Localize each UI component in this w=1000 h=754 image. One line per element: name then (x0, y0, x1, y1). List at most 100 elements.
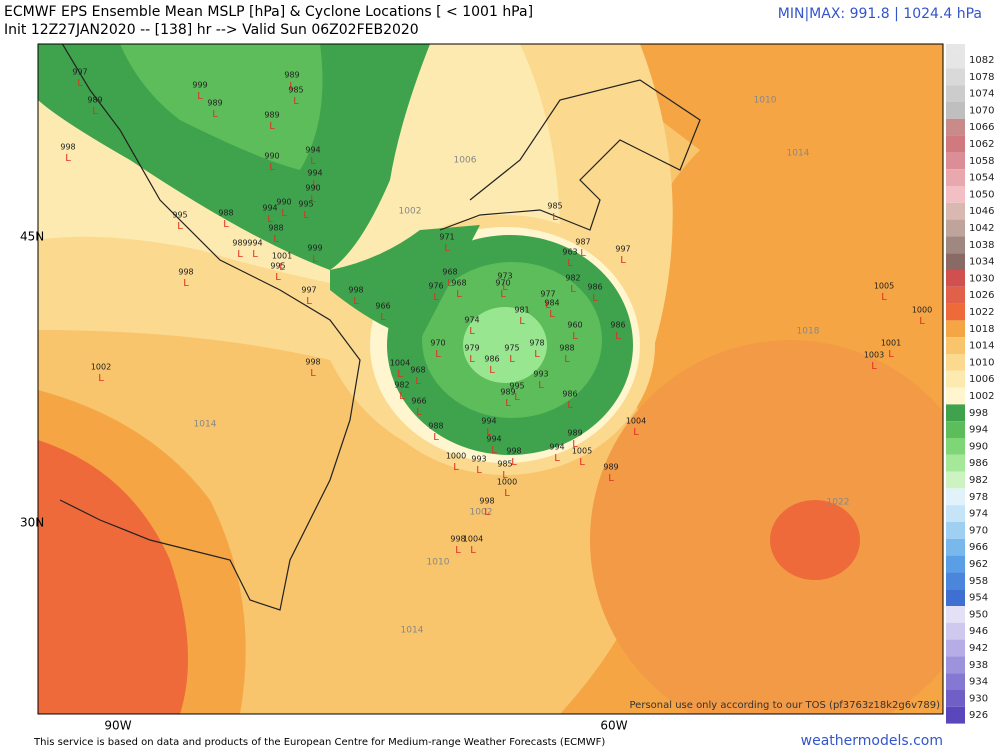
colorbar-label: 1078 (969, 72, 994, 83)
cyclone-pressure: 968 (442, 268, 457, 277)
colorbar-swatch (946, 102, 965, 119)
lat-label: 30N (20, 516, 44, 530)
cyclone-pressure: 998 (60, 143, 75, 152)
cyclone-pressure: 971 (439, 233, 454, 242)
contour-label: 1022 (827, 498, 850, 508)
cyclone-marker: L (469, 326, 475, 337)
lat-label: 45N (20, 230, 44, 244)
colorbar-label: 1042 (969, 223, 994, 234)
cyclone-marker: L (77, 78, 83, 89)
cyclone-marker: L (92, 106, 98, 117)
cyclone-pressure: 986 (484, 355, 499, 364)
colorbar-label: 970 (969, 525, 988, 536)
contour-label: 1014 (194, 420, 217, 430)
cyclone-marker: L (281, 208, 287, 219)
colorbar-label: 990 (969, 441, 988, 452)
watermark: Personal use only according to our TOS (… (630, 700, 941, 711)
contour-label: 1010 (427, 558, 450, 568)
contour-label: 1002 (470, 508, 493, 518)
colorbar-swatch (946, 421, 965, 438)
cyclone-marker: L (491, 445, 497, 456)
colorbar-label: 1066 (969, 122, 994, 133)
subtitle: Init 12Z27JAN2020 -- [138] hr --> Valid … (4, 22, 419, 38)
cyclone-marker: L (564, 354, 570, 365)
colorbar-label: 1014 (969, 341, 994, 352)
cyclone-pressure: 1004 (463, 535, 483, 544)
cyclone-marker: L (888, 349, 894, 360)
cyclone-pressure: 1002 (91, 363, 111, 372)
colorbar-swatch (946, 286, 965, 304)
cyclone-pressure: 968 (410, 366, 425, 375)
cyclone-pressure: 977 (540, 290, 555, 299)
colorbar-cap (946, 44, 965, 52)
cyclone-marker: L (579, 457, 585, 468)
cyclone-pressure: 995 (298, 200, 313, 209)
cyclone-marker: L (509, 354, 515, 365)
cyclone-marker: L (580, 248, 586, 259)
cyclone-marker: L (511, 457, 517, 468)
cyclone-pressure: 994 (307, 169, 322, 178)
cyclone-pressure: 1004 (626, 417, 646, 426)
colorbar-swatch (946, 68, 965, 86)
cyclone-pressure: 1005 (572, 447, 592, 456)
cyclone-pressure: 985 (497, 460, 512, 469)
colorbar-label: 966 (969, 542, 988, 553)
cyclone-pressure: 994 (549, 443, 564, 452)
cyclone-pressure: 998 (479, 497, 494, 506)
colorbar-swatch (946, 555, 965, 573)
colorbar-swatch (946, 706, 965, 724)
cyclone-pressure: 988 (218, 209, 233, 218)
cyclone-marker: L (415, 376, 421, 387)
cyclone-marker: L (570, 284, 576, 295)
colorbar-label: 930 (969, 693, 988, 704)
colorbar-label: 958 (969, 576, 988, 587)
site: weathermodels.com (801, 733, 943, 749)
cyclone-marker: L (65, 153, 71, 164)
cyclone-pressure: 985 (547, 202, 562, 211)
cyclone-marker: L (289, 81, 295, 92)
map-fill (38, 44, 943, 714)
cyclone-marker: L (572, 439, 578, 450)
cyclone-pressure: 970 (430, 339, 445, 348)
cyclone-pressure: 975 (504, 344, 519, 353)
cyclone-marker: L (538, 380, 544, 391)
cyclone-marker: L (592, 293, 598, 304)
cyclone-marker: L (212, 109, 218, 120)
cyclone-marker: L (310, 368, 316, 379)
cyclone-pressure: 1000 (497, 478, 517, 487)
cyclone-marker: L (567, 400, 573, 411)
cyclone-pressure: 997 (301, 286, 316, 295)
cyclone-marker: L (397, 369, 403, 380)
cyclone-marker: L (183, 278, 189, 289)
cyclone-pressure: 973 (497, 272, 512, 281)
colorbar-swatch (946, 639, 965, 657)
colorbar-label: 982 (969, 475, 988, 486)
colorbar-label: 1010 (969, 357, 994, 368)
cyclone-pressure: 1004 (390, 359, 410, 368)
colorbar-label: 1082 (969, 55, 994, 66)
colorbar-label: 986 (969, 458, 988, 469)
contour-label: 1006 (454, 156, 477, 166)
colorbar-label: 998 (969, 408, 988, 419)
cyclone-pressure: 995 (509, 382, 524, 391)
cyclone-marker: L (312, 254, 318, 265)
colorbar-label: 994 (969, 425, 988, 436)
cyclone-pressure: 1005 (874, 282, 894, 291)
cyclone-marker: L (633, 427, 639, 438)
credit: This service is based on data and produc… (33, 737, 605, 748)
colorbar-swatch (946, 505, 965, 522)
cyclone-marker: L (197, 91, 203, 102)
cyclone-marker: L (267, 214, 273, 225)
cyclone-marker: L (237, 249, 243, 260)
cyclone-marker: L (608, 473, 614, 484)
colorbar-swatch (946, 85, 965, 102)
colorbar-label: 1074 (969, 89, 994, 100)
cyclone-marker: L (444, 243, 450, 254)
colorbar-swatch (946, 622, 965, 640)
cyclone-pressure: 995 (270, 262, 285, 271)
colorbar-swatch (946, 253, 965, 270)
colorbar-swatch (946, 690, 965, 707)
colorbar-label: 926 (969, 710, 988, 721)
cyclone-pressure: 998 (178, 268, 193, 277)
cyclone-marker: L (455, 545, 461, 556)
